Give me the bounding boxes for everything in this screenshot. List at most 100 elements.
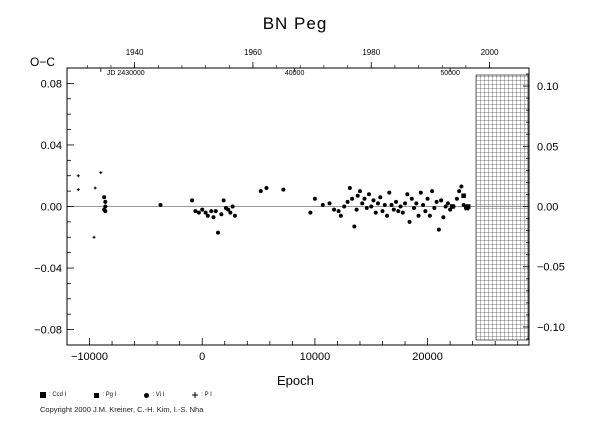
x-tick-label: −10000 (71, 351, 108, 363)
top-year-label: 1960 (244, 48, 262, 57)
legend-item-p: : P I (192, 392, 212, 398)
legend-item-pg: : Pg I (94, 392, 116, 398)
copyright-text: Copyright 2000 J.M. Kreiner, C.-H. Kim, … (40, 405, 204, 414)
data-point-vi (103, 199, 108, 204)
data-point-vi (103, 209, 108, 214)
x-tick-label: 0 (199, 351, 205, 363)
data-point-vi (200, 207, 205, 212)
data-point-vi (213, 209, 218, 214)
data-point-vi (434, 199, 439, 204)
data-points (76, 171, 471, 239)
circle-filled-icon (144, 392, 150, 398)
data-point-vi (226, 207, 231, 212)
data-point-ccd (450, 204, 455, 209)
data-point-p (99, 171, 103, 175)
data-point-vi (396, 209, 401, 214)
data-point-vi (264, 186, 269, 191)
data-point-vi (398, 204, 403, 209)
data-point-vi (347, 186, 352, 191)
data-point-vi (412, 206, 417, 211)
data-point-vi (336, 209, 341, 214)
data-point-vi (312, 196, 317, 201)
data-point-vi (357, 189, 362, 194)
data-point-vi (454, 196, 459, 201)
data-point-vi (209, 209, 214, 214)
data-point-vi (230, 204, 235, 209)
data-point-vi (407, 219, 412, 224)
top-year-label: 2000 (481, 48, 499, 57)
data-point-vi (436, 227, 441, 232)
data-point-vi (193, 209, 198, 214)
legend-item-vi: : Vi I (144, 392, 164, 398)
data-point-vi (355, 193, 360, 198)
y-tick-label: −0.04 (34, 263, 62, 275)
data-point-vi (232, 213, 237, 218)
legend-item-ccd: : Ccd I (40, 392, 66, 398)
shaded-grid-region (475, 74, 529, 341)
data-point-vi (376, 201, 381, 206)
data-point-vi (380, 209, 385, 214)
data-point-vi (228, 210, 233, 215)
data-point-vi (345, 199, 350, 204)
data-point-vi (338, 213, 343, 218)
data-point-vi (102, 195, 107, 200)
data-point-vi (308, 210, 313, 215)
data-point-vi (385, 213, 390, 218)
data-point-vi (414, 201, 419, 206)
data-point-vi (219, 212, 224, 217)
data-point-vi (416, 213, 421, 218)
data-point-vi (342, 204, 347, 209)
data-point-vi (457, 189, 462, 194)
right-tick-label: −0.05 (537, 262, 565, 274)
square-small-icon (94, 392, 100, 398)
axes: −10000 0 10000 20000 0.08 0.04 0.00 −0.04 −0.08 0… (34, 48, 565, 363)
top-year-label: 1980 (362, 48, 380, 57)
legend-label: : Pg I (102, 392, 117, 398)
x-tick-label: 20000 (412, 351, 443, 363)
top-year-label: 1940 (126, 48, 144, 57)
data-point-p (76, 174, 80, 178)
data-point-vi (205, 213, 210, 218)
top-jd-label: 50000 (440, 70, 460, 77)
square-filled-icon (40, 392, 46, 398)
data-point-vi (373, 210, 378, 215)
data-point-vi (421, 202, 426, 207)
data-point-vi (327, 201, 332, 206)
top-jd-label: 40000 (285, 70, 305, 77)
right-tick-label: −0.10 (537, 322, 565, 334)
data-point-p (92, 235, 96, 239)
data-point-vi (439, 198, 444, 203)
y-axis-label: O−C (30, 55, 56, 69)
data-point-vi (441, 215, 446, 220)
y-tick-label: −0.08 (34, 325, 62, 337)
data-point-vi (389, 202, 394, 207)
data-point-vi (432, 206, 437, 211)
data-point-vi (350, 196, 355, 201)
data-point-vi (382, 202, 387, 207)
plus-icon (192, 392, 199, 398)
legend-label: : Ccd I (49, 392, 67, 398)
data-point-vi (362, 196, 367, 201)
data-point-vi (461, 202, 466, 207)
data-point-vi (360, 201, 365, 206)
legend-label: : Vi I (152, 392, 165, 398)
data-point-vi (196, 210, 201, 215)
data-point-vi (366, 192, 371, 197)
data-point-vi (394, 199, 399, 204)
data-point-vi (443, 204, 448, 209)
data-point-vi (258, 189, 263, 194)
data-point-vi (409, 196, 414, 201)
data-point-p (76, 188, 80, 192)
y-tick-label: 0.08 (41, 78, 62, 90)
y-tick-label: 0.04 (41, 140, 62, 152)
data-point-vi (221, 198, 226, 203)
data-point-vi (427, 213, 432, 218)
data-point-vi (354, 207, 359, 212)
top-jd-label: JD 2430000 (107, 70, 145, 77)
data-point-vi (430, 189, 435, 194)
data-point-vi (320, 202, 325, 207)
data-point-vi (215, 230, 220, 235)
y-tick-label: 0.00 (41, 202, 62, 214)
data-point-vi (371, 198, 376, 203)
data-point-vi (332, 207, 337, 212)
